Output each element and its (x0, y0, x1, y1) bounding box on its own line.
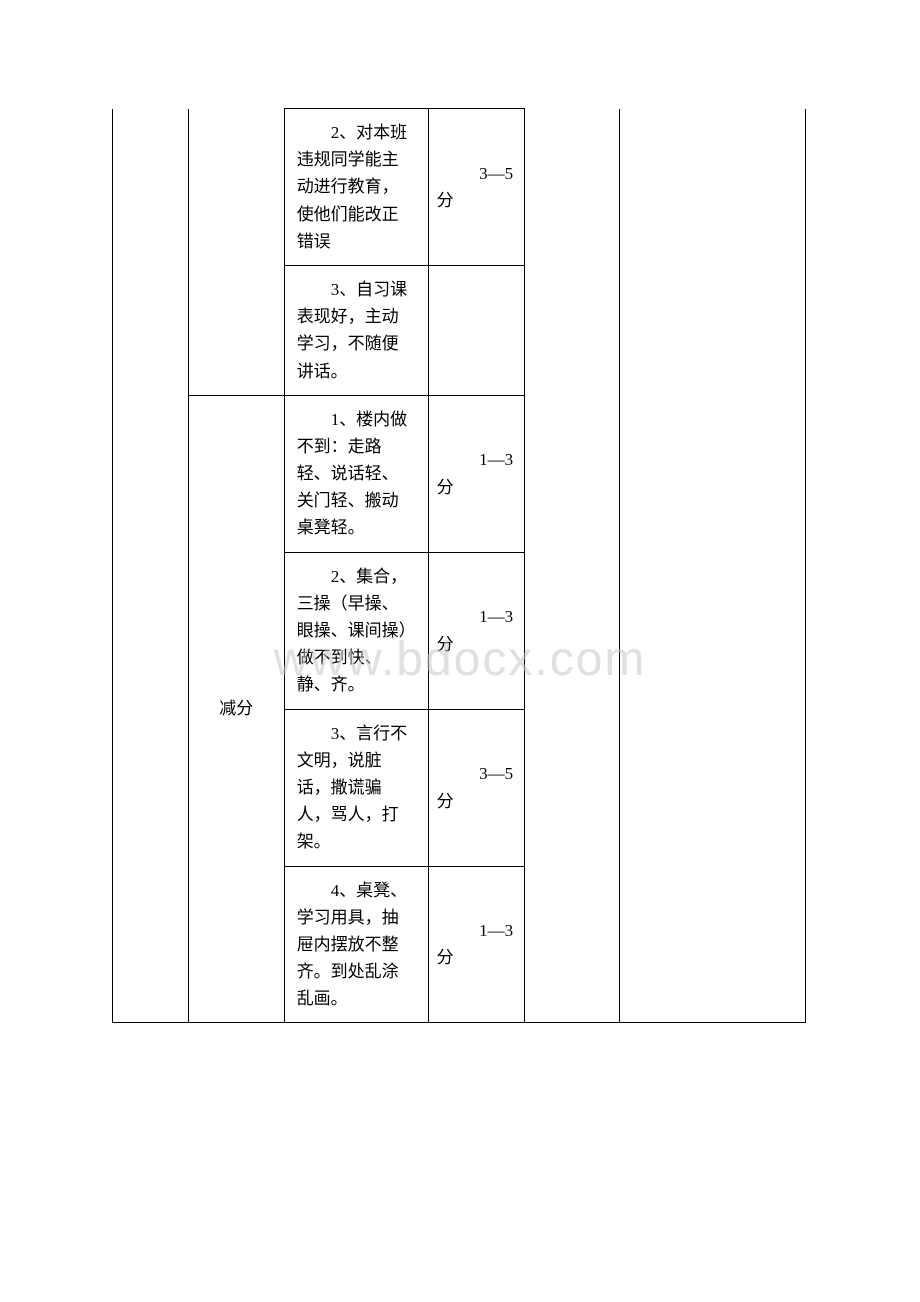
desc-text-5: 3、言行不文明，说脏话，撒谎骗人，骂人，打架。 (297, 720, 416, 856)
blank-col6 (620, 109, 806, 1023)
desc-text-6: 4、桌凳、学习用具，抽屉内摆放不整齐。到处乱涂乱画。 (297, 877, 416, 1013)
desc-cell-4: 2、集合，三操（早操、眼操、课间操）做不到快、静、齐。 (284, 552, 428, 709)
category-cell (113, 109, 189, 1023)
deduct-label: 减分 (219, 699, 253, 718)
desc-cell-2: 3、自习课表现好，主动学习，不随便讲话。 (284, 265, 428, 395)
desc-cell-6: 4、桌凳、学习用具，抽屉内摆放不整齐。到处乱涂乱画。 (284, 866, 428, 1023)
score-text-4: 1—3分 (437, 603, 516, 657)
desc-cell-3: 1、楼内做不到：走路轻、说话轻、关门轻、搬动桌凳轻。 (284, 395, 428, 552)
desc-text-4: 2、集合，三操（早操、眼操、课间操）做不到快、静、齐。 (297, 563, 416, 699)
deduct-label-cell: 减分 (188, 395, 284, 1023)
blank-col5 (524, 109, 620, 1023)
score-text-1: 3—5分 (437, 160, 516, 214)
desc-cell-5: 3、言行不文明，说脏话，撒谎骗人，骂人，打架。 (284, 709, 428, 866)
score-text-5: 3—5分 (437, 760, 516, 814)
score-cell-1: 3—5分 (428, 109, 524, 266)
desc-text-1: 2、对本班违规同学能主动进行教育，使他们能改正错误 (297, 119, 416, 255)
scoring-table: 2、对本班违规同学能主动进行教育，使他们能改正错误 3—5分 3、自习课表现好，… (112, 108, 806, 1023)
desc-cell-1: 2、对本班违规同学能主动进行教育，使他们能改正错误 (284, 109, 428, 266)
desc-text-3: 1、楼内做不到：走路轻、说话轻、关门轻、搬动桌凳轻。 (297, 406, 416, 542)
score-cell-2 (428, 265, 524, 395)
addscore-label-cell (188, 109, 284, 396)
score-cell-5: 3—5分 (428, 709, 524, 866)
desc-text-2: 3、自习课表现好，主动学习，不随便讲话。 (297, 276, 416, 385)
score-text-6: 1—3分 (437, 917, 516, 971)
score-text-3: 1—3分 (437, 446, 516, 500)
score-cell-3: 1—3分 (428, 395, 524, 552)
score-cell-6: 1—3分 (428, 866, 524, 1023)
score-cell-4: 1—3分 (428, 552, 524, 709)
